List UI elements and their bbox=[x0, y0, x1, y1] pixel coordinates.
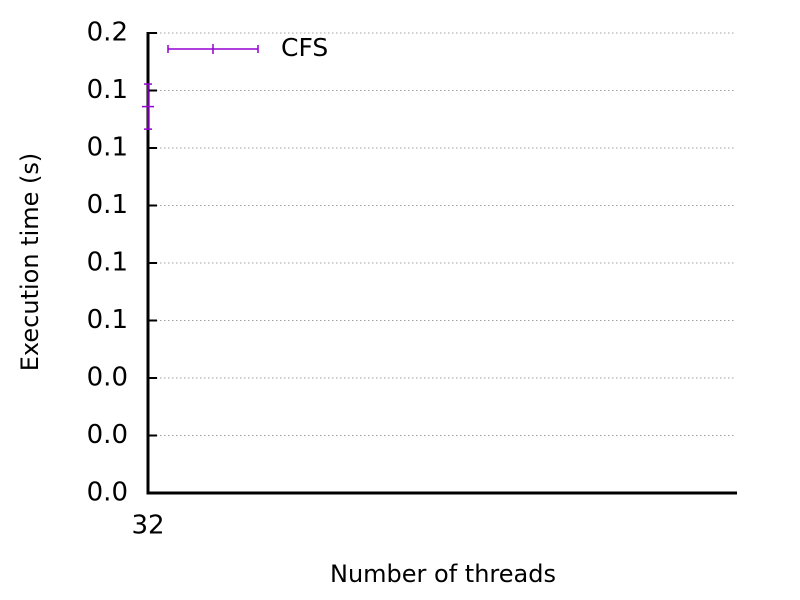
y-tick-label: 0.1 bbox=[87, 133, 128, 163]
y-tick-label: 0.0 bbox=[87, 420, 128, 450]
x-axis-title: Number of threads bbox=[330, 560, 556, 588]
y-tick-label: 0.1 bbox=[87, 190, 128, 220]
y-tick-label: 0.1 bbox=[87, 248, 128, 278]
y-tick-label: 0.0 bbox=[87, 363, 128, 393]
y-tick-label: 0.0 bbox=[87, 478, 128, 508]
legend-label: CFS bbox=[281, 33, 328, 62]
legend-key bbox=[167, 44, 259, 54]
y-tick-label: 0.2 bbox=[87, 18, 128, 48]
y-axis-title: Execution time (s) bbox=[16, 153, 44, 371]
y-tick-label: 0.1 bbox=[87, 305, 128, 335]
x-tick-label: 32 bbox=[131, 511, 164, 541]
y-tick-label: 0.1 bbox=[87, 75, 128, 105]
